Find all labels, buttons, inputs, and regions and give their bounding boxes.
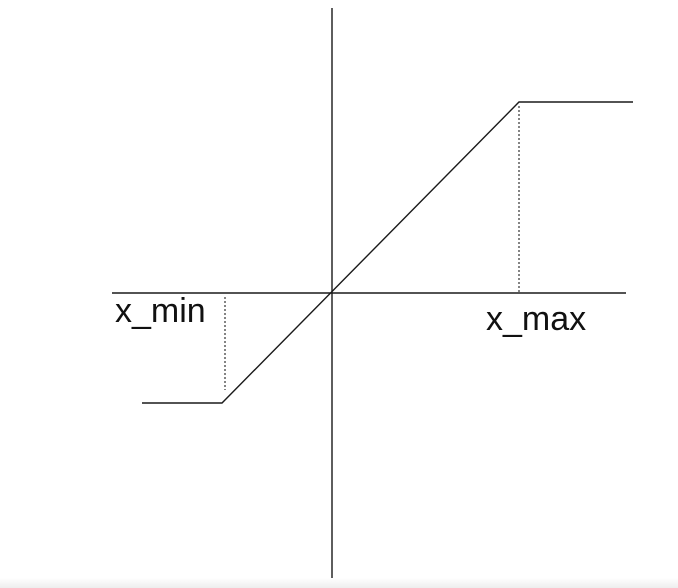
saturation-curve <box>142 101 633 404</box>
x-max-label: x_max <box>486 300 586 338</box>
bottom-edge-shade <box>0 578 678 588</box>
x-min-label: x_min <box>115 292 206 330</box>
